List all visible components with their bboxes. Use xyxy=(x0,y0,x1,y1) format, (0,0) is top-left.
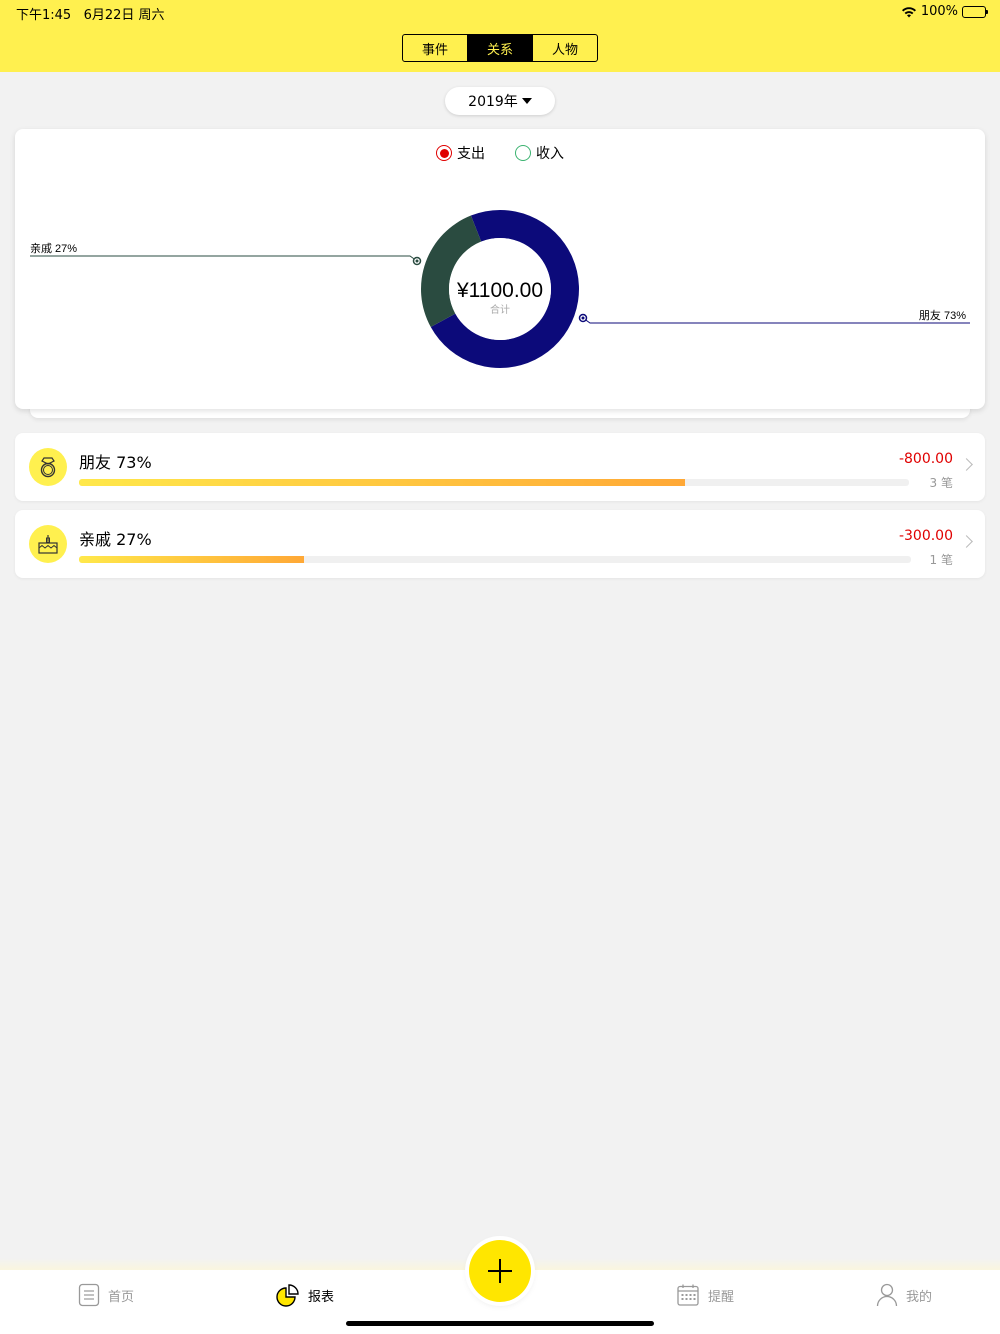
plus-icon xyxy=(488,1259,512,1283)
chart-label-friends: 朋友 73% xyxy=(919,308,966,322)
donut-hole xyxy=(449,238,551,340)
tab-home[interactable]: 首页 xyxy=(78,1282,134,1308)
chart-center-label: 合计 xyxy=(490,303,510,316)
user-icon xyxy=(876,1283,898,1307)
donut-slice-relatives[interactable] xyxy=(421,215,482,328)
status-date-text: 6月22日 周六 xyxy=(83,8,165,23)
list-item-amount: -300.00 xyxy=(898,528,953,544)
list-item-label: 朋友 73% xyxy=(79,453,152,472)
progress-bar-fill xyxy=(79,556,304,563)
document-icon xyxy=(78,1283,100,1307)
ring-icon xyxy=(29,448,67,486)
caret-down-icon xyxy=(521,98,532,104)
chart-legend: 支出 收入 xyxy=(15,143,985,163)
list-item-count: 1 笔 xyxy=(929,553,953,567)
chevron-right-icon xyxy=(960,535,973,548)
tab-relations[interactable]: 关系 xyxy=(468,35,533,61)
home-indicator xyxy=(346,1321,654,1326)
donut-slices xyxy=(421,210,579,368)
list-item-friends[interactable]: 朋友 73% -800.00 3 笔 xyxy=(15,433,985,501)
chart-label-relatives: 亲戚 27% xyxy=(30,241,77,255)
add-button[interactable] xyxy=(469,1240,531,1302)
header: 下午1:45 6月22日 周六 100% 事件 关系 人物 xyxy=(0,0,1000,72)
legend-income-label: 收入 xyxy=(536,146,564,162)
donut-chart: ¥1100.00 合计 亲戚 27% 朋友 73% xyxy=(30,210,970,368)
progress-bar xyxy=(79,556,911,563)
progress-bar-fill xyxy=(79,479,685,486)
segment-control: 事件 关系 人物 xyxy=(402,34,598,62)
list-item-count: 3 笔 xyxy=(929,476,953,490)
tab-mine[interactable]: 我的 xyxy=(876,1282,932,1308)
legend-expense[interactable]: 支出 xyxy=(436,143,485,163)
chart-center-value: ¥1100.00 xyxy=(456,279,543,302)
tab-home-label: 首页 xyxy=(108,1289,135,1305)
year-picker[interactable]: 2019年 xyxy=(445,87,555,115)
chevron-right-icon xyxy=(960,458,973,471)
list-item-relatives[interactable]: 亲戚 27% -300.00 1 笔 xyxy=(15,510,985,578)
tab-people[interactable]: 人物 xyxy=(551,42,578,58)
legend-income[interactable]: 收入 xyxy=(515,143,564,163)
list-item-amount: -800.00 xyxy=(898,451,953,467)
tab-remind-label: 提醒 xyxy=(708,1289,735,1305)
tab-report[interactable]: 报表 xyxy=(276,1282,334,1308)
donut-slice-friends[interactable] xyxy=(430,210,579,368)
leader-line-relatives xyxy=(30,255,418,262)
cake-icon xyxy=(29,525,67,563)
legend-expense-label: 支出 xyxy=(457,146,485,162)
tab-remind[interactable]: 提醒 xyxy=(676,1282,734,1308)
status-right: 100% xyxy=(901,4,988,19)
tab-report-label: 报表 xyxy=(308,1289,335,1305)
pie-chart-icon xyxy=(276,1284,299,1307)
status-time: 下午1:45 6月22日 周六 xyxy=(16,4,165,23)
tab-mine-label: 我的 xyxy=(906,1289,933,1305)
progress-bar xyxy=(79,479,909,486)
battery-percent: 100% xyxy=(920,4,958,19)
radio-checked-icon xyxy=(436,145,452,161)
status-time-text: 下午1:45 xyxy=(16,8,72,23)
list-item-label: 亲戚 27% xyxy=(79,530,152,549)
year-picker-label: 2019年 xyxy=(468,94,518,110)
tab-events[interactable]: 事件 xyxy=(403,35,468,61)
battery-icon xyxy=(962,5,988,18)
calendar-icon xyxy=(677,1284,699,1306)
leader-line-friends xyxy=(582,317,970,324)
wifi-icon xyxy=(901,6,916,17)
radio-unchecked-icon xyxy=(515,145,531,161)
chart-card: 支出 收入 ¥1100.00 合计 亲戚 27% 朋友 73% xyxy=(15,129,985,409)
